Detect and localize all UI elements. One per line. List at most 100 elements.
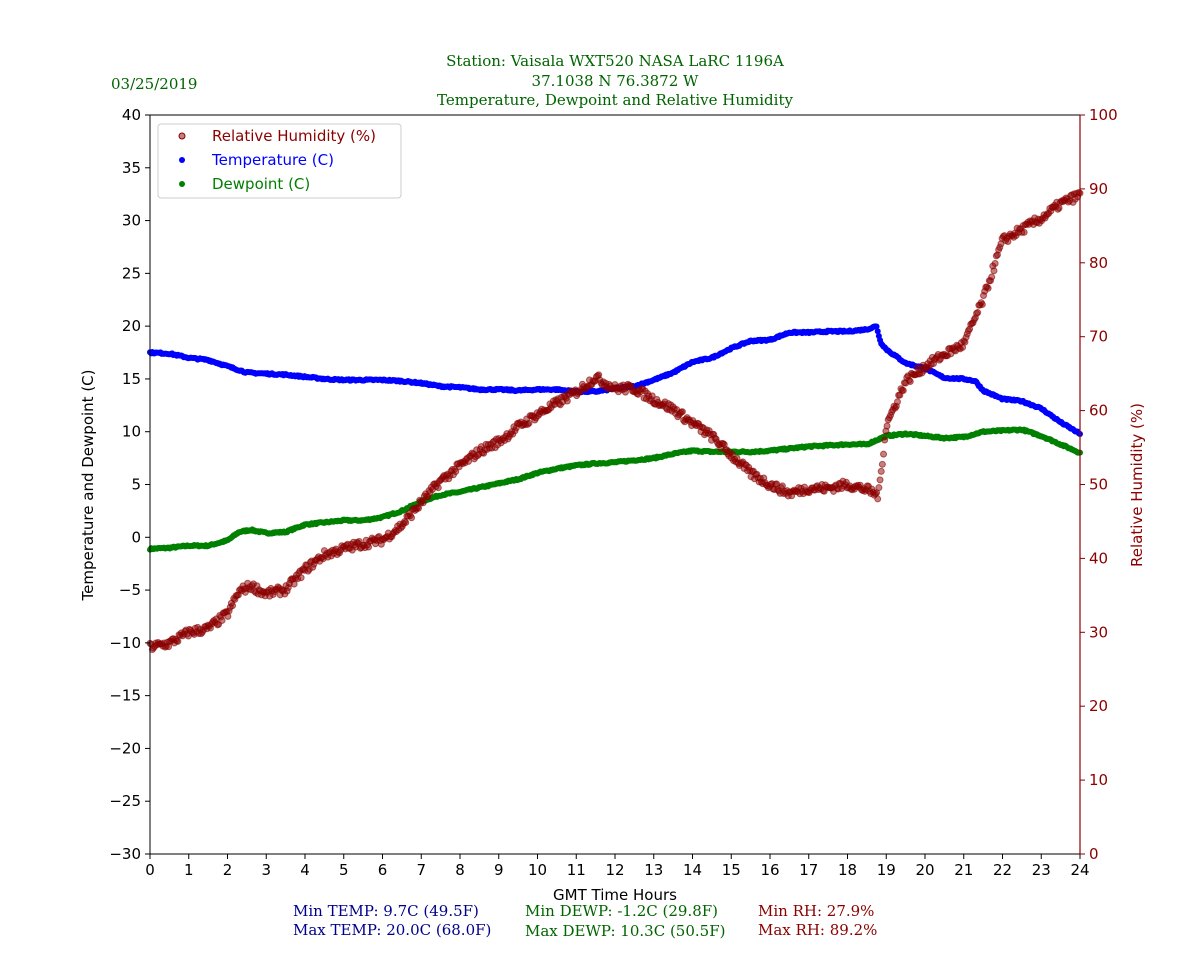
y-tick-label: −15 xyxy=(109,687,141,705)
max-dewp-stat: Max DEWP: 10.3C (50.5F) xyxy=(525,922,725,940)
y2-tick-label: 70 xyxy=(1089,328,1108,346)
rh-point xyxy=(988,273,996,281)
rh-point xyxy=(974,309,982,317)
y2-tick-label: 100 xyxy=(1089,106,1118,124)
y-tick-label: −30 xyxy=(109,845,141,863)
x-tick-label: 14 xyxy=(683,861,702,879)
x-tick-label: 13 xyxy=(644,861,663,879)
y2-tick-label: 50 xyxy=(1089,476,1108,494)
x-tick-label: 9 xyxy=(494,861,504,879)
rh-point xyxy=(880,450,888,458)
title-line-1: Station: Vaisala WXT520 NASA LaRC 1196A xyxy=(446,52,784,70)
rh-point xyxy=(906,377,914,385)
x-tick-label: 19 xyxy=(877,861,896,879)
x-tick-label: 23 xyxy=(1032,861,1051,879)
min-rh-stat: Min RH: 27.9% xyxy=(758,902,874,920)
legend-rh-label: Relative Humidity (%) xyxy=(212,127,376,145)
y2-tick-label: 40 xyxy=(1089,549,1108,567)
y2-tick-label: 0 xyxy=(1089,845,1099,863)
rh-point xyxy=(874,495,882,503)
x-axis-label: GMT Time Hours xyxy=(553,886,677,904)
rh-point xyxy=(991,260,999,268)
x-tick-label: 1 xyxy=(184,861,194,879)
y-tick-label: −25 xyxy=(109,792,141,810)
y-tick-label: 10 xyxy=(122,423,141,441)
rh-point xyxy=(875,484,883,492)
x-tick-label: 17 xyxy=(799,861,818,879)
rh-point xyxy=(229,602,237,610)
y2-axis-label: Relative Humidity (%) xyxy=(1128,403,1146,567)
x-tick-label: 5 xyxy=(339,861,349,879)
legend-box xyxy=(157,123,402,199)
y-tick-label: 40 xyxy=(122,106,141,124)
y-tick-label: 30 xyxy=(122,212,141,230)
y-tick-label: 35 xyxy=(122,159,141,177)
x-tick-label: 3 xyxy=(261,861,271,879)
legend-rh-marker xyxy=(178,132,186,140)
legend-temp-marker xyxy=(179,157,185,163)
rh-point xyxy=(408,514,416,522)
x-tick-label: 10 xyxy=(528,861,547,879)
rh-point xyxy=(452,467,460,475)
x-tick-label: 24 xyxy=(1070,861,1089,879)
x-tick-label: 0 xyxy=(145,861,155,879)
rh-point xyxy=(1055,204,1063,212)
rh-point xyxy=(174,637,182,645)
rh-points xyxy=(146,188,1084,653)
rh-point xyxy=(218,616,226,624)
y2-tick-label: 30 xyxy=(1089,623,1108,641)
rh-point xyxy=(978,300,986,308)
legend-temp-label: Temperature (C) xyxy=(211,151,334,169)
x-tick-label: 22 xyxy=(993,861,1012,879)
x-tick-label: 18 xyxy=(838,861,857,879)
y2-tick-label: 10 xyxy=(1089,771,1108,789)
x-tick-label: 11 xyxy=(567,861,586,879)
temp-point xyxy=(874,328,881,335)
rh-point xyxy=(899,386,907,394)
max-rh-stat: Max RH: 89.2% xyxy=(758,921,877,939)
rh-point xyxy=(525,419,533,427)
rh-point xyxy=(365,543,373,551)
dewp-points xyxy=(147,426,1083,553)
min-dewp-stat: Min DEWP: -1.2C (29.8F) xyxy=(525,902,718,920)
x-tick-label: 20 xyxy=(915,861,934,879)
y-tick-label: 15 xyxy=(122,370,141,388)
rh-point xyxy=(883,422,891,430)
x-tick-label: 8 xyxy=(455,861,465,879)
legend: Relative Humidity (%) Temperature (C) De… xyxy=(157,123,402,199)
rh-point xyxy=(881,436,889,444)
plot-frame xyxy=(149,114,1081,855)
y2-tick-label: 60 xyxy=(1089,402,1108,420)
rh-point xyxy=(990,267,998,275)
y-tick-label: −20 xyxy=(109,739,141,757)
temp-point xyxy=(873,323,880,330)
rh-point xyxy=(419,499,427,507)
rh-point xyxy=(984,284,992,292)
y-tick-label: 5 xyxy=(131,476,141,494)
y-tick-label: −5 xyxy=(119,581,141,599)
temp-points xyxy=(147,323,1083,438)
y2-tick-label: 90 xyxy=(1089,180,1108,198)
rh-point xyxy=(402,518,410,526)
date-label: 03/25/2019 xyxy=(111,75,197,93)
x-tick-label: 21 xyxy=(954,861,973,879)
rh-point xyxy=(563,397,571,405)
x-tick-label: 12 xyxy=(605,861,624,879)
rh-point xyxy=(878,460,886,468)
y-tick-label: −10 xyxy=(109,634,141,652)
y2-tick-label: 20 xyxy=(1089,697,1108,715)
rh-point xyxy=(648,392,656,400)
x-tick-label: 15 xyxy=(722,861,741,879)
rh-point xyxy=(434,484,442,492)
rh-point xyxy=(297,574,305,582)
rh-point xyxy=(877,467,885,475)
title-line-2: 37.1038 N 76.3872 W xyxy=(532,72,699,90)
rh-point xyxy=(1020,228,1028,236)
x-tick-label: 6 xyxy=(378,861,388,879)
rh-point xyxy=(893,398,901,406)
x-tick-label: 16 xyxy=(760,861,779,879)
title-line-3: Temperature, Dewpoint and Relative Humid… xyxy=(437,91,793,109)
min-temp-stat: Min TEMP: 9.7C (49.5F) xyxy=(293,902,479,920)
rh-point xyxy=(678,408,686,416)
x-tick-label: 4 xyxy=(300,861,310,879)
